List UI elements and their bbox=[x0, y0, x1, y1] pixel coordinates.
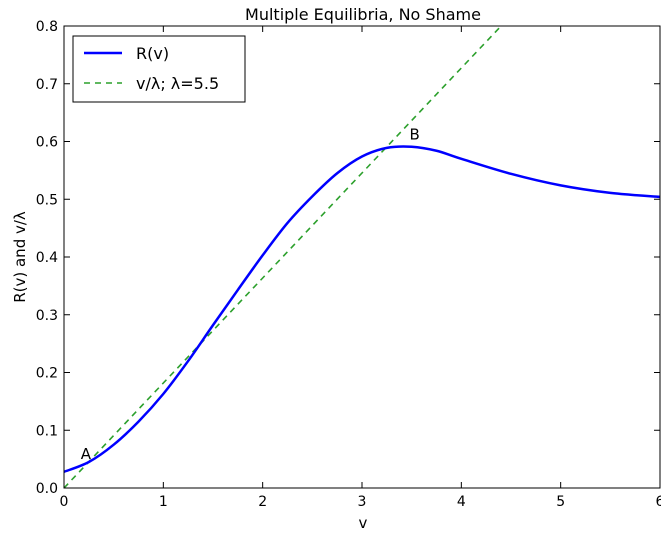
y-tick-label: 0.6 bbox=[36, 135, 58, 151]
y-tick-label: 0.2 bbox=[36, 366, 58, 382]
x-axis-label: v bbox=[359, 514, 368, 532]
y-tick-label: 0.8 bbox=[36, 19, 58, 35]
x-tick-label: 1 bbox=[159, 494, 168, 510]
series-line-v-over-lambda bbox=[64, 26, 502, 488]
series-line-r-of-v bbox=[64, 145, 660, 473]
x-tick-label: 5 bbox=[556, 494, 565, 510]
chart-title: Multiple Equilibria, No Shame bbox=[245, 5, 481, 24]
legend-label-r: R(v) bbox=[136, 44, 169, 63]
legend-box bbox=[72, 35, 246, 103]
y-tick-label: 0.5 bbox=[36, 192, 58, 208]
annotation-label: A bbox=[81, 445, 92, 463]
y-axis-label: R(v) and v/λ bbox=[11, 211, 29, 303]
x-axis: 0 1 2 3 4 5 6 bbox=[60, 26, 661, 510]
y-tick-label: 0.7 bbox=[36, 77, 58, 93]
x-tick-label: 0 bbox=[60, 494, 69, 510]
legend-label-line: v/λ; λ=5.5 bbox=[136, 74, 219, 93]
legend: R(v) v/λ; λ=5.5 bbox=[72, 35, 246, 103]
annotations: AB bbox=[81, 126, 420, 463]
x-tick-label: 3 bbox=[358, 494, 367, 510]
y-tick-label: 0.4 bbox=[36, 250, 58, 266]
plot-area bbox=[64, 26, 660, 488]
y-axis: 0.0 0.1 0.2 0.3 0.4 0.5 0.6 0.7 0.8 bbox=[36, 19, 660, 497]
x-tick-label: 2 bbox=[258, 494, 267, 510]
annotation-label: B bbox=[409, 126, 419, 144]
y-tick-label: 0.1 bbox=[36, 423, 58, 439]
y-tick-label: 0.0 bbox=[36, 481, 58, 497]
x-tick-label: 4 bbox=[457, 494, 466, 510]
x-tick-label: 6 bbox=[656, 494, 661, 510]
y-tick-label: 0.3 bbox=[36, 308, 58, 324]
